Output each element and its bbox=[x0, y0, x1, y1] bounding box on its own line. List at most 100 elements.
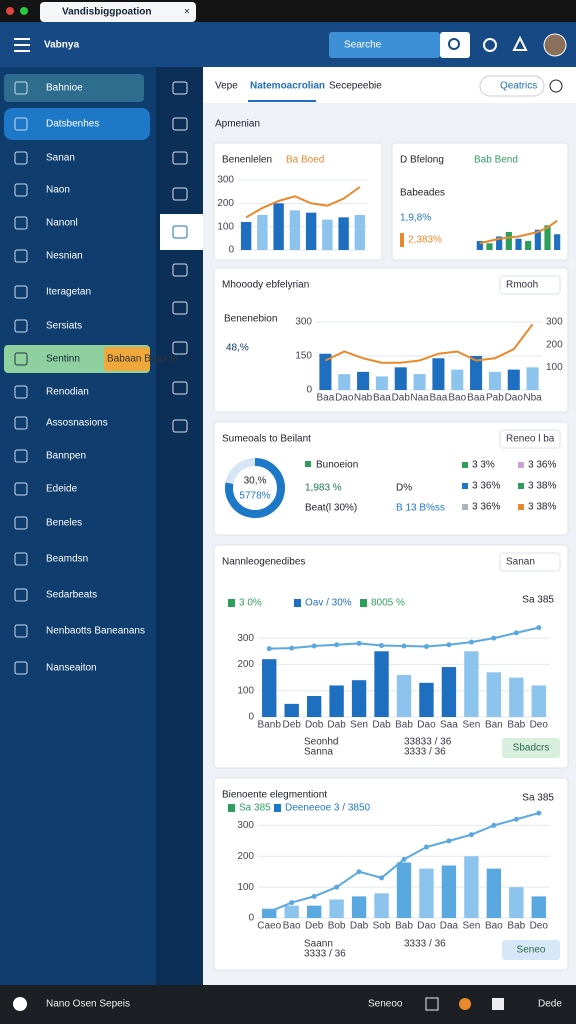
rail-icon[interactable] bbox=[172, 301, 188, 315]
nav-label[interactable]: Naon bbox=[46, 185, 70, 196]
dropdown[interactable] bbox=[499, 552, 561, 572]
nav-icon[interactable] bbox=[14, 385, 28, 399]
rail-icon[interactable] bbox=[172, 381, 188, 395]
bar bbox=[396, 674, 412, 717]
kpi: 1,983 % bbox=[305, 483, 342, 494]
line-point bbox=[491, 635, 497, 641]
line bbox=[479, 219, 558, 245]
nav-label[interactable]: Nesnian bbox=[46, 251, 83, 262]
nav-icon[interactable] bbox=[14, 151, 28, 165]
x-tick-label: Sen bbox=[462, 720, 480, 731]
nav-label[interactable]: Sedarbeats bbox=[46, 590, 97, 601]
bar bbox=[451, 369, 464, 390]
nav-label[interactable]: Sanan bbox=[46, 153, 75, 164]
nav-icon[interactable] bbox=[14, 117, 28, 131]
bar bbox=[284, 703, 299, 717]
tab-item[interactable]: Natemoacrolian bbox=[250, 81, 325, 92]
nav-label[interactable]: Sentinn bbox=[46, 354, 80, 365]
bell-icon[interactable] bbox=[512, 35, 528, 51]
nav-label[interactable]: Datsbenhes bbox=[46, 119, 99, 130]
avatar[interactable] bbox=[543, 33, 567, 57]
line-point bbox=[334, 884, 340, 890]
tab-item[interactable]: Secepeebie bbox=[329, 81, 382, 92]
menu-icon[interactable] bbox=[14, 38, 30, 52]
nav-label[interactable]: Renodian bbox=[46, 387, 89, 398]
footer-icon[interactable] bbox=[425, 997, 439, 1011]
card: Nannleogenedibes Sanan 3 0% Oav / 30% 8005 %… bbox=[213, 544, 569, 769]
rail-icon[interactable] bbox=[172, 419, 188, 433]
rail-icon[interactable] bbox=[172, 225, 188, 239]
nav-label[interactable]: Bannpen bbox=[46, 451, 86, 462]
rail-icon[interactable] bbox=[172, 117, 188, 131]
nav-label[interactable]: Sersiats bbox=[46, 321, 82, 332]
nav-icon[interactable] bbox=[14, 352, 28, 366]
y2-tick-label: 100 bbox=[546, 362, 563, 373]
line-point bbox=[401, 856, 407, 862]
nav-label[interactable]: Iteragetan bbox=[46, 287, 91, 298]
legend-label: Sa 385 bbox=[239, 803, 271, 814]
footnote: 33833 / 36 bbox=[404, 737, 452, 748]
chat-icon[interactable] bbox=[483, 38, 497, 52]
x-tick-label: Bao bbox=[283, 921, 301, 932]
nav-icon[interactable] bbox=[14, 81, 28, 95]
bar bbox=[441, 667, 457, 717]
line-point bbox=[513, 630, 519, 636]
x-tick-label: Dob bbox=[305, 720, 324, 731]
dropdown[interactable] bbox=[499, 429, 561, 449]
footer-icon[interactable] bbox=[492, 998, 504, 1010]
rail-icon[interactable] bbox=[172, 263, 188, 277]
help-icon[interactable] bbox=[549, 79, 563, 93]
nav-icon[interactable] bbox=[14, 661, 28, 675]
nav-icon[interactable] bbox=[14, 588, 28, 602]
nav-icon[interactable] bbox=[14, 516, 28, 530]
window-max[interactable] bbox=[20, 7, 28, 15]
nav-label[interactable]: Beneles bbox=[46, 518, 82, 529]
card-bg bbox=[391, 142, 569, 261]
nav-label[interactable]: Beamdsn bbox=[46, 554, 88, 565]
rail-icon[interactable] bbox=[172, 341, 188, 355]
search-box[interactable] bbox=[329, 32, 440, 58]
nav-icon[interactable] bbox=[14, 624, 28, 638]
tab-close[interactable]: × bbox=[184, 7, 190, 18]
window-close[interactable] bbox=[6, 7, 14, 15]
nav-icon[interactable] bbox=[14, 416, 28, 430]
bar bbox=[526, 367, 539, 390]
nav-icon[interactable] bbox=[14, 285, 28, 299]
nav-badge bbox=[104, 347, 150, 371]
x-tick-label: Deo bbox=[530, 921, 549, 932]
dropdown[interactable] bbox=[499, 275, 561, 295]
nav-icon[interactable] bbox=[14, 216, 28, 230]
line-point bbox=[423, 644, 429, 650]
action-button[interactable] bbox=[502, 738, 560, 758]
x-tick-label: Deb bbox=[305, 921, 324, 932]
nav-icon[interactable] bbox=[14, 319, 28, 333]
card: Sumeoals to Beilant Reneo l ba 30,% 5778% Bu… bbox=[213, 421, 569, 536]
action-button[interactable] bbox=[502, 940, 560, 960]
legend-label: Deeneeoe 3 / 3850 bbox=[285, 803, 371, 814]
nav-label[interactable]: Bahnioe bbox=[46, 83, 83, 94]
footer-icon[interactable] bbox=[459, 998, 471, 1010]
rail-icon[interactable] bbox=[172, 187, 188, 201]
card-bg bbox=[213, 777, 569, 971]
bar bbox=[289, 210, 301, 250]
nav-icon[interactable] bbox=[14, 482, 28, 496]
nav-icon[interactable] bbox=[14, 249, 28, 263]
tab-item[interactable]: Vepe bbox=[215, 81, 238, 92]
search-button[interactable] bbox=[440, 32, 470, 58]
legend-label: 3 0% bbox=[239, 598, 262, 609]
rail-icon[interactable] bbox=[172, 151, 188, 165]
nav-label[interactable]: Edeide bbox=[46, 484, 78, 495]
rail-icon[interactable] bbox=[172, 81, 188, 95]
nav-label[interactable]: Assosnasions bbox=[46, 418, 108, 429]
tab[interactable] bbox=[40, 2, 196, 22]
nav-label[interactable]: Nanseaiton bbox=[46, 663, 97, 674]
nav-icon[interactable] bbox=[14, 449, 28, 463]
nav-label[interactable]: Nenbaotts Baneanans bbox=[46, 626, 145, 637]
kpi-label: Bunoeion bbox=[316, 460, 358, 471]
nav-icon[interactable] bbox=[14, 183, 28, 197]
x-tick-label: Nab bbox=[354, 393, 373, 404]
nav-icon[interactable] bbox=[14, 552, 28, 566]
nav-label[interactable]: Nanonl bbox=[46, 218, 78, 229]
tab-action[interactable] bbox=[479, 75, 545, 97]
